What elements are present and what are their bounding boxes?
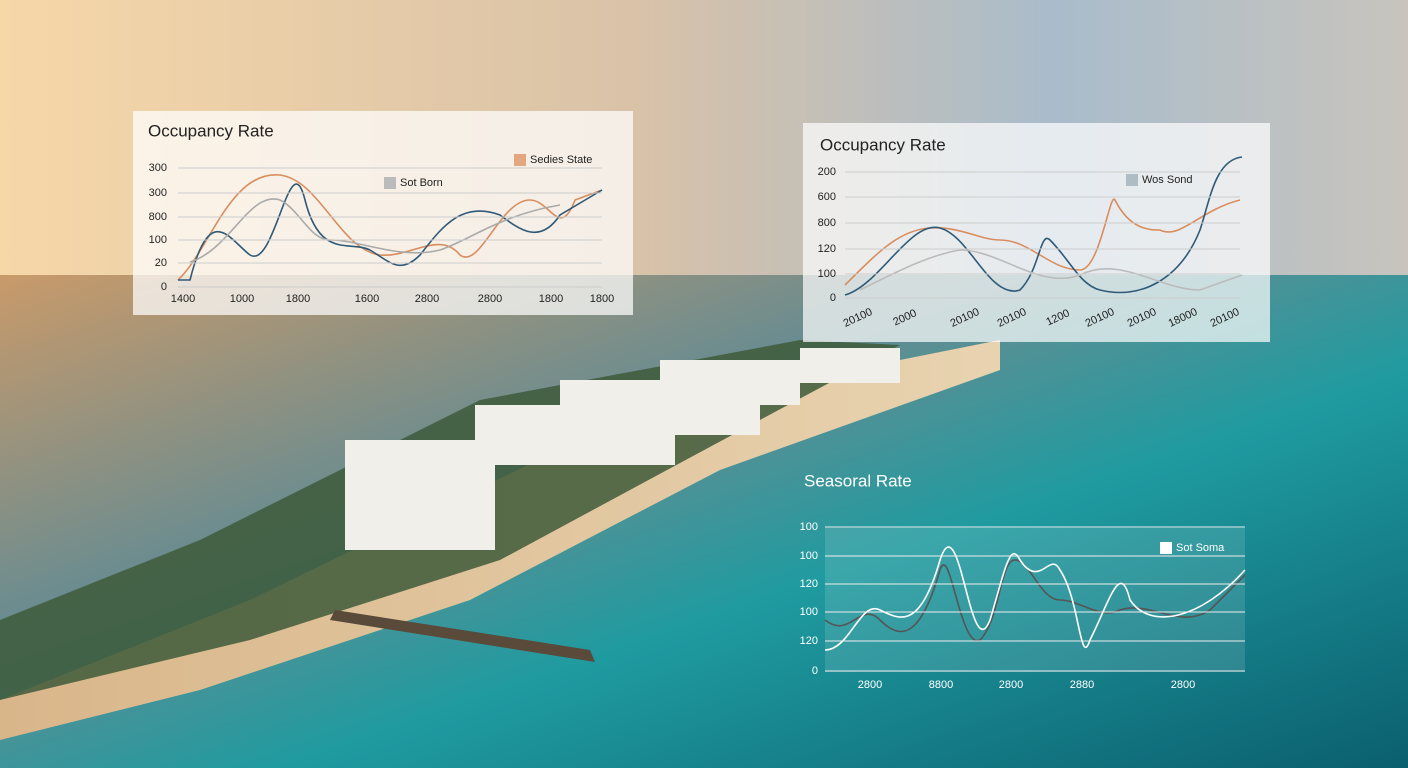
x-label: 1600: [355, 293, 379, 305]
hotels: [345, 348, 900, 550]
legend-swatch: [384, 177, 396, 189]
panel: [803, 123, 1270, 342]
x-label: 1800: [286, 293, 310, 305]
y-label: 300: [149, 187, 167, 199]
panel-title: Occupancy Rate: [148, 121, 274, 140]
y-label: 100: [818, 268, 836, 280]
y-label: 100: [800, 606, 818, 618]
x-label: 1000: [230, 293, 254, 305]
legend-swatch: [1126, 174, 1138, 186]
legend-label: Sedies State: [530, 154, 592, 166]
legend-label: Sot Born: [400, 177, 443, 189]
jetty: [330, 610, 595, 662]
x-label: 8800: [929, 679, 953, 691]
y-label: 800: [149, 211, 167, 223]
y-label: 120: [818, 243, 836, 255]
y-label: 0: [812, 665, 818, 677]
y-label: 800: [818, 217, 836, 229]
y-label: 300: [149, 162, 167, 174]
x-label: 1800: [590, 293, 614, 305]
x-label: 1800: [539, 293, 563, 305]
x-label: 2800: [999, 679, 1023, 691]
legend-label: Sot Soma: [1176, 542, 1225, 554]
x-label: 2800: [858, 679, 882, 691]
y-label: 100: [800, 521, 818, 533]
y-label: 100: [800, 550, 818, 562]
x-label: 1400: [171, 293, 195, 305]
legend-label: Wos Sond: [1142, 174, 1193, 186]
y-label: 120: [800, 635, 818, 647]
y-label: 100: [149, 234, 167, 246]
legend-swatch: [1160, 542, 1172, 554]
y-label: 20: [155, 257, 167, 269]
x-label: 2800: [415, 293, 439, 305]
y-label: 0: [830, 292, 836, 304]
sea: [0, 275, 1408, 768]
panel: [133, 111, 633, 315]
x-label: 2800: [478, 293, 502, 305]
y-label: 200: [818, 166, 836, 178]
x-label: 2800: [1171, 679, 1195, 691]
plot-area: [825, 528, 1245, 672]
panel-title: Seasoral Rate: [804, 471, 912, 490]
y-label: 120: [800, 578, 818, 590]
panel-title: Occupancy Rate: [820, 135, 946, 154]
legend-swatch: [514, 154, 526, 166]
y-label: 600: [818, 191, 836, 203]
x-label: 2880: [1070, 679, 1094, 691]
y-label: 0: [161, 281, 167, 293]
